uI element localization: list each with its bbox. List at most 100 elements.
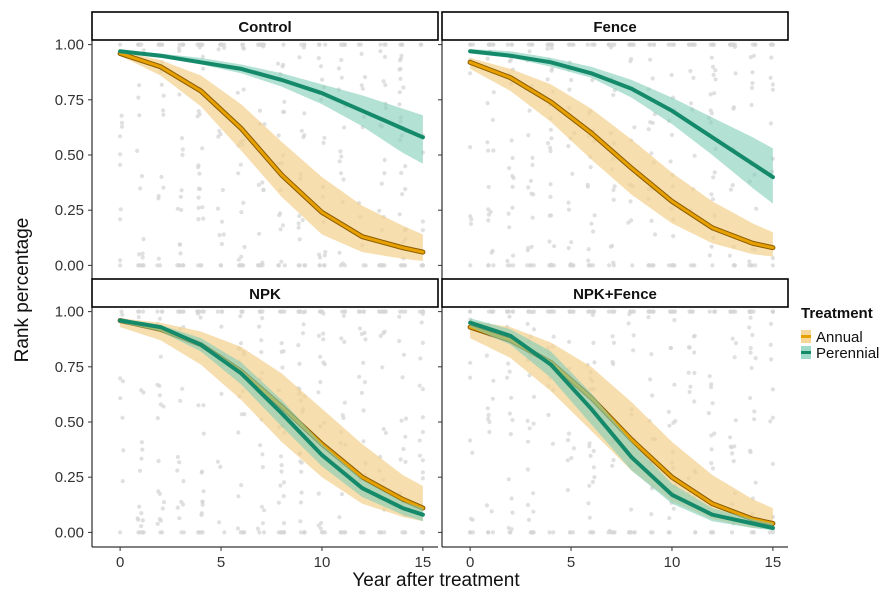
- data-point: [628, 530, 633, 535]
- data-point: [398, 457, 403, 462]
- data-point: [382, 157, 387, 163]
- data-point: [302, 133, 307, 138]
- data-point: [468, 375, 473, 380]
- data-point: [691, 75, 696, 80]
- data-point: [692, 399, 697, 404]
- data-point: [299, 42, 304, 47]
- data-point: [548, 149, 553, 154]
- data-point: [733, 309, 738, 314]
- data-point: [140, 518, 145, 523]
- data-point: [468, 516, 473, 521]
- data-point: [750, 332, 755, 338]
- data-point: [731, 263, 736, 268]
- data-point: [586, 263, 591, 268]
- data-point: [689, 309, 695, 314]
- data-point: [342, 339, 347, 344]
- x-tick-label: 5: [217, 554, 225, 571]
- data-point: [303, 263, 308, 268]
- data-point: [157, 491, 162, 496]
- data-point: [140, 251, 145, 256]
- data-point: [727, 253, 733, 258]
- data-point: [282, 99, 287, 104]
- data-point: [713, 68, 718, 73]
- panel-npk: NPK 0.00 0.25 0.50 0.75 1.00 0 5 10 15: [55, 278, 439, 571]
- data-point: [277, 213, 282, 218]
- data-point: [749, 365, 754, 371]
- data-point: [490, 117, 495, 122]
- data-point: [748, 350, 753, 355]
- y-tick-label: 0.75: [55, 359, 84, 376]
- data-point: [730, 183, 735, 188]
- data-point: [322, 135, 327, 140]
- data-point: [590, 479, 596, 485]
- data-point: [648, 530, 654, 535]
- data-point: [340, 413, 345, 418]
- data-point: [175, 468, 180, 473]
- data-point: [565, 458, 570, 463]
- data-point: [709, 244, 714, 249]
- data-point: [118, 162, 123, 167]
- data-point: [730, 42, 735, 47]
- data-point: [196, 217, 201, 222]
- data-point: [629, 218, 634, 223]
- data-point: [610, 463, 615, 468]
- data-point: [551, 334, 556, 339]
- data-point: [317, 263, 322, 268]
- data-point: [505, 309, 510, 314]
- data-point: [570, 171, 575, 176]
- data-point: [219, 309, 224, 314]
- data-point: [710, 530, 716, 535]
- data-point: [632, 125, 637, 130]
- data-point: [507, 225, 512, 230]
- data-point: [712, 431, 717, 436]
- data-point: [217, 128, 222, 134]
- data-point: [527, 426, 532, 431]
- confidence-band-fence-perennial: [470, 49, 773, 204]
- data-point: [486, 218, 491, 223]
- strip-label: Fence: [593, 19, 636, 36]
- data-point: [181, 479, 186, 484]
- data-point: [420, 415, 425, 420]
- data-point: [507, 263, 513, 268]
- data-point: [297, 361, 302, 366]
- data-point: [591, 530, 596, 535]
- data-point: [525, 321, 530, 326]
- data-point: [566, 144, 571, 149]
- data-point: [302, 111, 307, 116]
- data-point: [118, 376, 123, 381]
- data-point: [155, 416, 160, 421]
- data-point: [298, 530, 303, 535]
- data-point: [398, 76, 403, 81]
- data-point: [281, 62, 286, 67]
- data-point: [748, 395, 753, 401]
- data-point: [321, 311, 326, 316]
- data-point: [549, 136, 554, 141]
- data-point: [688, 263, 694, 268]
- data-point: [709, 382, 714, 387]
- y-tick-label: 0.00: [55, 524, 84, 541]
- data-point: [468, 145, 473, 150]
- data-point: [222, 530, 227, 535]
- data-point: [118, 134, 123, 139]
- data-point: [668, 159, 673, 164]
- data-point: [357, 374, 362, 379]
- data-point: [509, 395, 514, 400]
- data-point: [399, 42, 404, 47]
- data-point: [137, 263, 142, 268]
- data-point: [610, 42, 615, 47]
- data-point: [255, 526, 260, 531]
- data-point: [490, 530, 495, 535]
- data-point: [672, 263, 677, 268]
- data-point: [318, 309, 323, 314]
- data-point: [470, 450, 475, 455]
- data-point: [261, 530, 267, 535]
- data-point: [551, 530, 556, 535]
- strip-box: [441, 278, 789, 308]
- data-point: [531, 509, 536, 514]
- data-point: [276, 61, 281, 66]
- data-point: [299, 469, 304, 474]
- data-point: [531, 394, 537, 399]
- data-point: [669, 132, 675, 137]
- data-point: [548, 263, 553, 268]
